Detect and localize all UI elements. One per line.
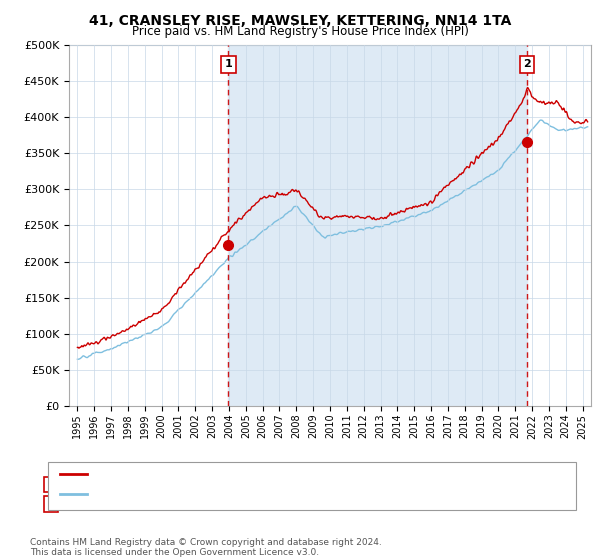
Text: HPI: Average price, detached house, North Northamptonshire: HPI: Average price, detached house, Nort…: [93, 489, 413, 500]
Text: £222,200: £222,200: [216, 478, 272, 491]
Text: 41, CRANSLEY RISE, MAWSLEY, KETTERING, NN14 1TA (detached house): 41, CRANSLEY RISE, MAWSLEY, KETTERING, N…: [93, 469, 469, 479]
Text: 1% ↓ HPI: 1% ↓ HPI: [354, 497, 409, 511]
Text: 41, CRANSLEY RISE, MAWSLEY, KETTERING, NN14 1TA: 41, CRANSLEY RISE, MAWSLEY, KETTERING, N…: [89, 14, 511, 28]
Text: Contains HM Land Registry data © Crown copyright and database right 2024.
This d: Contains HM Land Registry data © Crown c…: [30, 538, 382, 557]
Text: 22% ↑ HPI: 22% ↑ HPI: [354, 478, 416, 491]
Text: 2: 2: [47, 499, 55, 509]
Text: 1: 1: [224, 59, 232, 69]
Text: 17-SEP-2021: 17-SEP-2021: [78, 497, 153, 511]
Text: £365,000: £365,000: [216, 497, 272, 511]
Text: 1: 1: [47, 479, 55, 489]
Text: 2: 2: [523, 59, 531, 69]
Bar: [228, 45, 527, 406]
Text: 19-DEC-2003: 19-DEC-2003: [78, 478, 156, 491]
Text: Price paid vs. HM Land Registry's House Price Index (HPI): Price paid vs. HM Land Registry's House …: [131, 25, 469, 38]
